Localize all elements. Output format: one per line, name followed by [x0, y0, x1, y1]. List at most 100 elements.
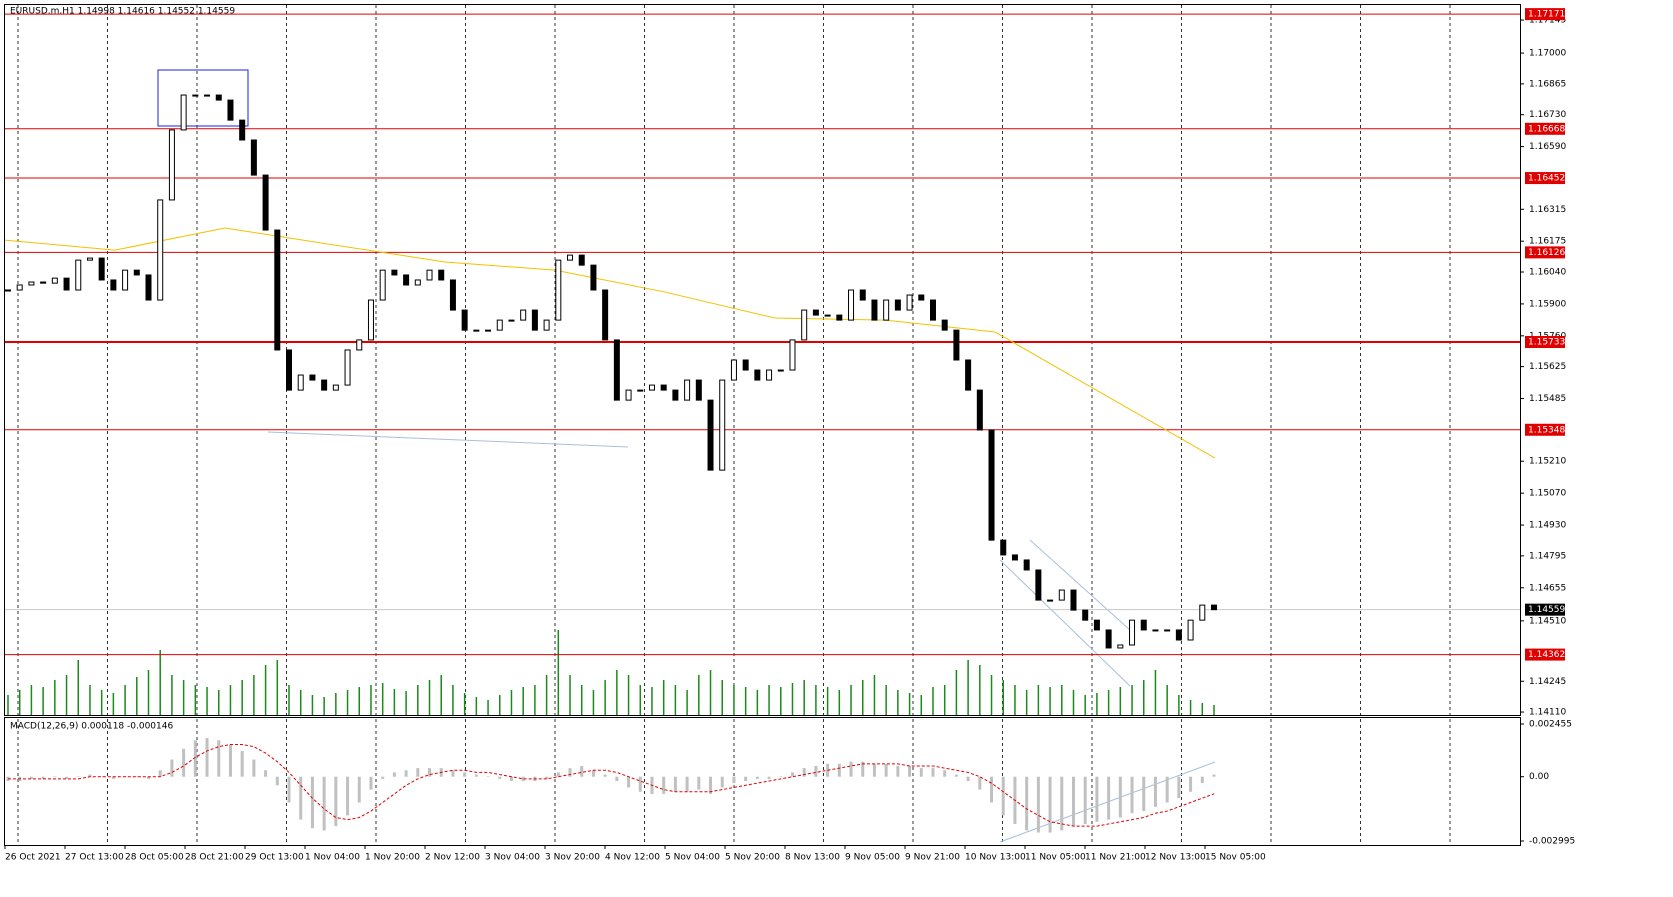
- candle: [344, 349, 351, 386]
- candle: [1105, 629, 1112, 649]
- candle: [262, 174, 269, 231]
- candle: [1129, 619, 1136, 646]
- candle: [239, 119, 246, 141]
- candle: [929, 299, 936, 321]
- x-tick-label: 5 Nov 20:00: [725, 853, 780, 863]
- candle: [227, 99, 234, 121]
- level-label-box: [1525, 8, 1565, 21]
- candle: [438, 269, 445, 281]
- moving-average: [4, 227, 1216, 459]
- macd-tick-label: 0.00: [1529, 772, 1549, 782]
- candle: [1187, 619, 1194, 641]
- range-box: [157, 69, 249, 127]
- candle: [719, 379, 726, 471]
- candle: [953, 329, 960, 361]
- candle: [777, 369, 784, 372]
- y-tick-label: 1.16730: [1529, 110, 1566, 120]
- candle: [28, 281, 35, 286]
- candle: [473, 329, 480, 332]
- candle: [309, 374, 316, 381]
- candle: [356, 339, 363, 351]
- candle: [1152, 629, 1159, 632]
- candle: [5, 289, 11, 292]
- x-tick-label: 12 Nov 13:00: [1145, 853, 1206, 863]
- candle: [367, 299, 374, 341]
- level-label: 1.15733: [1528, 337, 1565, 347]
- candle: [321, 379, 328, 391]
- candle: [98, 257, 105, 281]
- y-tick-label: 1.16040: [1529, 267, 1566, 277]
- x-tick-label: 27 Oct 13:00: [65, 853, 124, 863]
- candle: [286, 349, 293, 391]
- candle: [485, 329, 492, 332]
- x-tick-label: 1 Nov 04:00: [305, 853, 360, 863]
- candle: [695, 379, 702, 401]
- candle: [180, 94, 187, 131]
- candle: [520, 309, 527, 321]
- candle: [848, 289, 855, 321]
- candle: [836, 314, 843, 321]
- candle: [660, 384, 667, 391]
- candle: [133, 269, 140, 276]
- candle: [461, 309, 468, 331]
- candle: [403, 274, 410, 286]
- candle: [894, 299, 901, 311]
- candle: [1035, 569, 1042, 601]
- x-tick-label: 11 Nov 21:00: [1085, 853, 1146, 863]
- x-tick-label: 1 Nov 20:00: [365, 853, 420, 863]
- candle: [988, 429, 995, 541]
- main-frame: [4, 4, 1521, 716]
- candle: [567, 254, 574, 261]
- y-tick-label: 1.15485: [1529, 394, 1566, 404]
- candle: [168, 129, 175, 201]
- candle: [1199, 604, 1206, 621]
- candle: [379, 269, 386, 301]
- y-tick-label: 1.16590: [1529, 142, 1566, 152]
- x-tick-label: 28 Oct 05:00: [125, 853, 184, 863]
- level-label-box: [1525, 246, 1565, 259]
- candle: [1058, 589, 1065, 601]
- candle: [613, 339, 620, 401]
- y-tick-label: 1.15900: [1529, 299, 1566, 309]
- x-tick-label: 15 Nov 05:00: [1205, 853, 1266, 863]
- trend-line: [267, 431, 629, 448]
- candle: [789, 339, 796, 371]
- candle: [742, 359, 749, 371]
- candle: [812, 309, 819, 316]
- candle: [871, 299, 878, 321]
- x-tick-label: 8 Nov 13:00: [785, 853, 840, 863]
- candle: [1093, 619, 1100, 631]
- y-tick-label: 1.17145: [1529, 16, 1566, 26]
- candle: [730, 359, 737, 381]
- candle: [602, 289, 609, 341]
- x-tick-label: 2 Nov 12:00: [425, 853, 480, 863]
- candle: [648, 384, 655, 391]
- y-tick-label: 1.14930: [1529, 521, 1566, 531]
- x-tick-label: 5 Nov 04:00: [665, 853, 720, 863]
- candle: [110, 279, 117, 291]
- level-label-box: [1525, 648, 1565, 661]
- x-tick-label: 4 Nov 12:00: [605, 853, 660, 863]
- level-label: 1.16452: [1528, 174, 1565, 184]
- channel-line: [1029, 539, 1131, 631]
- candle: [157, 199, 164, 301]
- y-tick-label: 1.16315: [1529, 205, 1566, 215]
- candle: [859, 289, 866, 301]
- candle: [86, 257, 93, 261]
- candle: [1082, 609, 1089, 621]
- candle: [204, 94, 211, 97]
- y-tick-label: 1.15070: [1529, 489, 1566, 499]
- y-tick-label: 1.14655: [1529, 583, 1566, 593]
- candle: [426, 269, 433, 281]
- candle: [297, 374, 304, 391]
- candle: [391, 269, 398, 276]
- candle: [145, 274, 152, 301]
- candle: [637, 389, 644, 392]
- macd-frame: [4, 717, 1521, 846]
- candle: [122, 269, 129, 291]
- y-tick-label: 1.14795: [1529, 551, 1566, 561]
- candle: [543, 319, 550, 331]
- candle: [332, 384, 339, 391]
- candle: [250, 139, 257, 176]
